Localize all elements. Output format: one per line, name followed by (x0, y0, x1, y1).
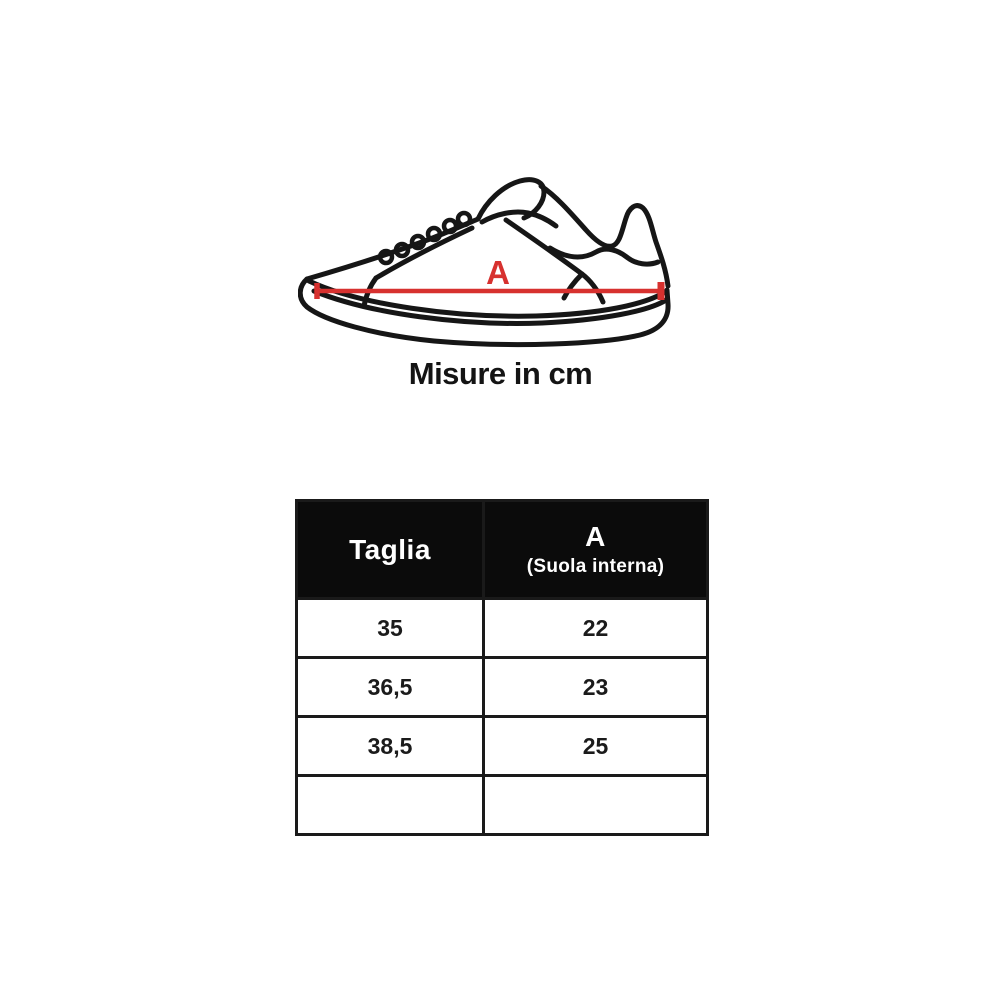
cell-taglia: 36,5 (295, 656, 485, 718)
lace-loop (393, 241, 411, 259)
quarter-seam-branch (561, 271, 585, 301)
lace-loop (409, 233, 427, 251)
tongue-outline (475, 177, 547, 222)
collar-inner-line (479, 209, 559, 229)
cell-measure: 25 (482, 715, 709, 777)
midsole-mid-line (311, 288, 669, 326)
measurement-group: A (314, 254, 665, 300)
lace-loops (377, 210, 473, 266)
header-measure-a-label: A (585, 521, 606, 552)
lace-loop (425, 225, 443, 243)
header-taglia: Taglia (295, 499, 485, 600)
cell-measure (482, 774, 709, 836)
header-taglia-label: Taglia (349, 533, 431, 565)
header-measure-a-sublabel: (Suola interna) (526, 556, 665, 577)
table-header-row: Taglia A (Suola interna) (295, 499, 709, 600)
table-row: 35 22 (295, 597, 709, 659)
table-row: 36,5 23 (295, 656, 709, 718)
sole-outline (298, 276, 671, 348)
lace-loop (441, 217, 459, 235)
sneaker-diagram: A (298, 177, 671, 348)
cell-taglia (295, 774, 485, 836)
cell-taglia: 38,5 (295, 715, 485, 777)
lace-loop (377, 248, 395, 266)
cell-taglia: 35 (295, 597, 485, 659)
measurement-label: A (486, 254, 510, 291)
cell-measure: 22 (482, 597, 709, 659)
size-table: Taglia A (Suola interna) 35 22 36,5 23 3… (295, 499, 709, 836)
caption-misure: Misure in cm (408, 356, 593, 391)
table-row (295, 774, 709, 836)
collar-topline-heel-tab (538, 183, 671, 289)
eyestay-edge (373, 225, 475, 281)
lace-loop (455, 210, 473, 228)
midsole-top-line (306, 278, 670, 319)
table-row: 38,5 25 (295, 715, 709, 777)
header-measure-a: A (Suola interna) (482, 499, 709, 600)
heel-counter-line (547, 245, 661, 267)
cell-measure: 23 (482, 656, 709, 718)
